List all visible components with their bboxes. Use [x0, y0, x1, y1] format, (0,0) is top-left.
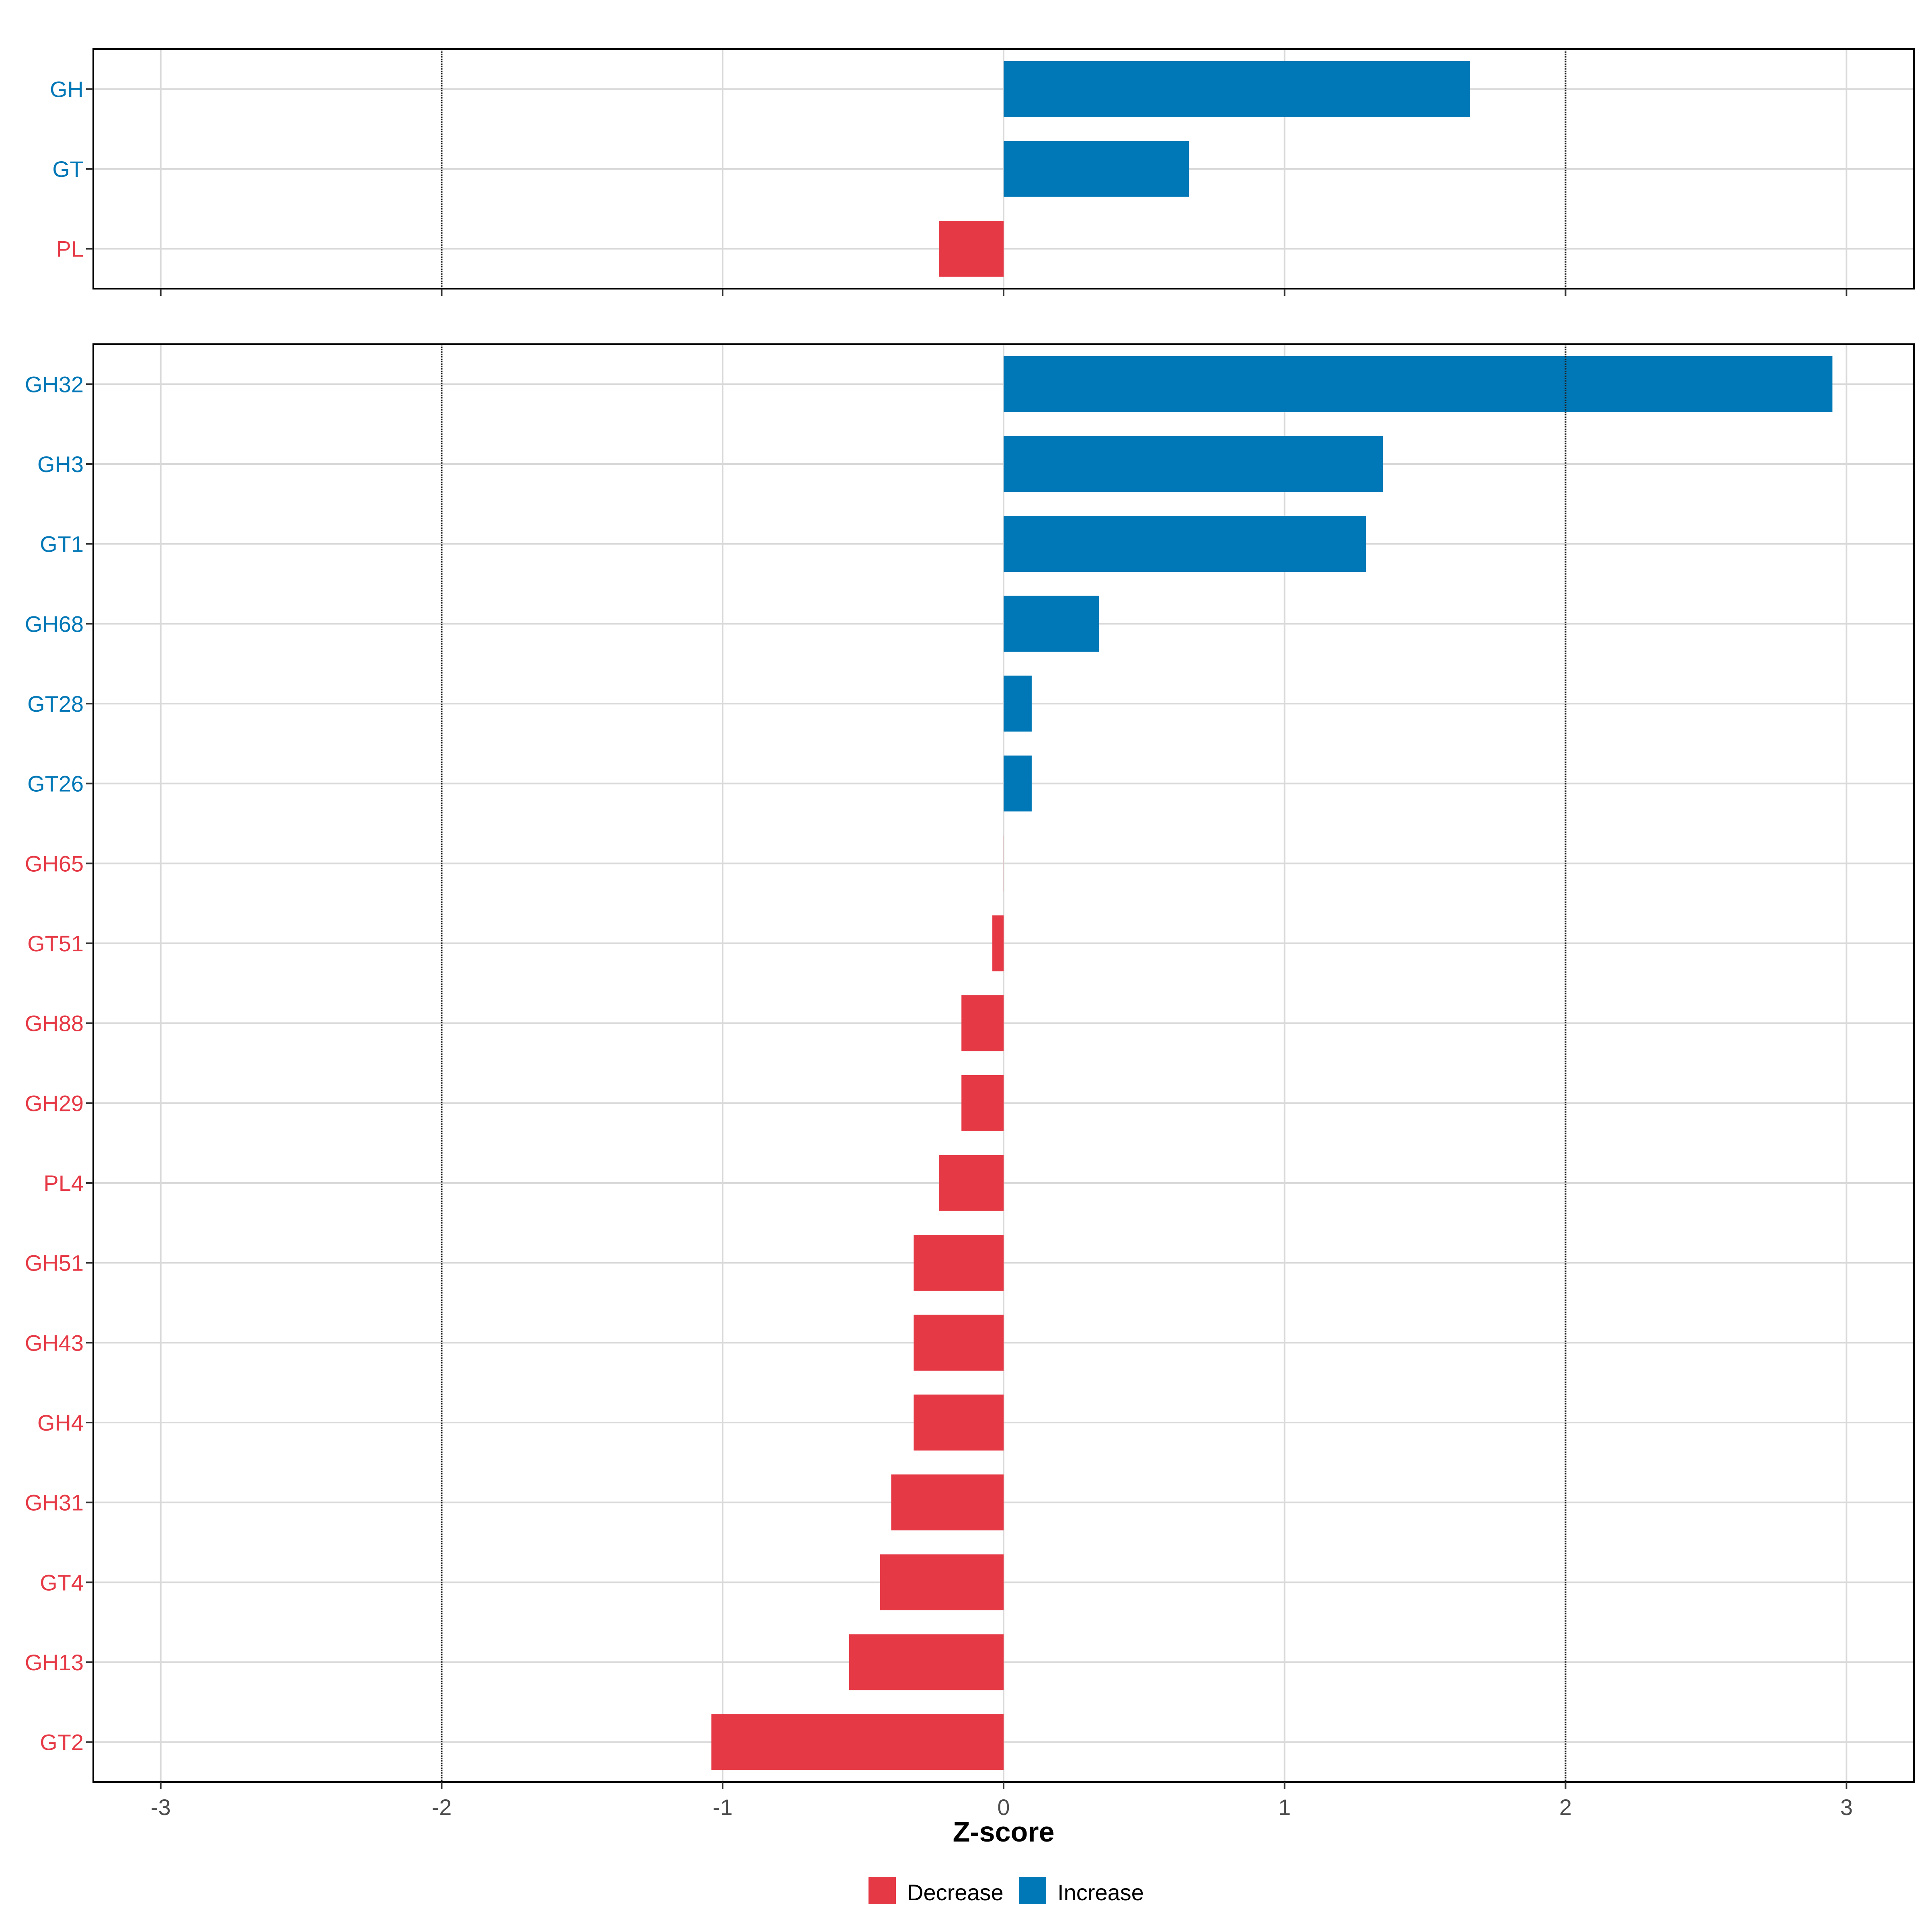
reference-lines-layer: [441, 49, 1567, 1782]
bar-gh31: [891, 1474, 1004, 1531]
y-tick-label-gt1: GT1: [40, 532, 84, 557]
bar-gt1: [1004, 516, 1366, 572]
bar-gh4: [914, 1394, 1004, 1451]
legend-label-decrease: Decrease: [907, 1880, 1004, 1905]
y-tick-label-gt51: GT51: [27, 931, 84, 956]
y-tick-label-gh31: GH31: [25, 1490, 84, 1515]
y-tick-label-gh43: GH43: [25, 1330, 84, 1355]
x-tick-label: -2: [432, 1794, 452, 1820]
x-tick-label: -3: [151, 1794, 171, 1820]
legend-swatch-increase: [1019, 1877, 1046, 1904]
bar-gt26: [1004, 756, 1032, 812]
bar-gh68: [1004, 595, 1099, 652]
x-tick-label: -1: [712, 1794, 733, 1820]
bar-gh: [1004, 61, 1470, 117]
y-tick-label-gh51: GH51: [25, 1250, 84, 1276]
y-tick-label-gt26: GT26: [27, 771, 84, 797]
bar-pl4: [939, 1155, 1004, 1211]
y-tick-label-gh29: GH29: [25, 1090, 84, 1116]
bar-gh51: [914, 1235, 1004, 1291]
bar-gt28: [1004, 675, 1032, 732]
y-tick-label-gh68: GH68: [25, 611, 84, 636]
x-tick-label: 0: [997, 1794, 1010, 1820]
y-tick-label-gh: GH: [50, 76, 84, 102]
x-tick-label: 3: [1840, 1794, 1853, 1820]
bar-gt4: [880, 1554, 1004, 1610]
axes-layer: GH GT PL GH32 GH3 GT1 GH68 GT28 GT26 GH65 GT51 GH88…: [25, 76, 1853, 1820]
y-tick-label-gh13: GH13: [25, 1650, 84, 1675]
bar-pl: [939, 221, 1004, 277]
bar-gh43: [914, 1314, 1004, 1371]
y-tick-label-pl: PL: [56, 236, 84, 262]
y-tick-label-pl4: PL4: [43, 1170, 84, 1196]
legend-swatch-decrease: [868, 1877, 896, 1904]
y-tick-label-gt4: GT4: [40, 1570, 84, 1595]
y-tick-label-gh65: GH65: [25, 851, 84, 876]
y-tick-label-gh32: GH32: [25, 372, 84, 397]
legend: Decrease Increase: [868, 1877, 1144, 1905]
y-tick-label-gh3: GH3: [37, 452, 84, 477]
bar-gh3: [1004, 436, 1383, 492]
bars-layer: [711, 61, 1833, 1770]
x-axis-title: Z-score: [953, 1816, 1055, 1848]
y-tick-label-gh88: GH88: [25, 1011, 84, 1036]
x-tick-label: 2: [1559, 1794, 1572, 1820]
legend-label-increase: Increase: [1057, 1880, 1144, 1905]
bar-gh13: [849, 1634, 1004, 1690]
bar-gh32: [1004, 356, 1833, 412]
bar-gt: [1004, 141, 1189, 197]
bar-gt2: [711, 1714, 1004, 1770]
x-tick-label: 1: [1278, 1794, 1291, 1820]
bar-gh88: [961, 995, 1004, 1051]
y-tick-label-gt: GT: [52, 156, 84, 182]
y-tick-label-gh4: GH4: [37, 1410, 84, 1435]
y-tick-label-gt2: GT2: [40, 1730, 84, 1755]
bar-gt51: [992, 915, 1004, 971]
bar-gh29: [961, 1075, 1004, 1131]
y-tick-label-gt28: GT28: [27, 691, 84, 717]
